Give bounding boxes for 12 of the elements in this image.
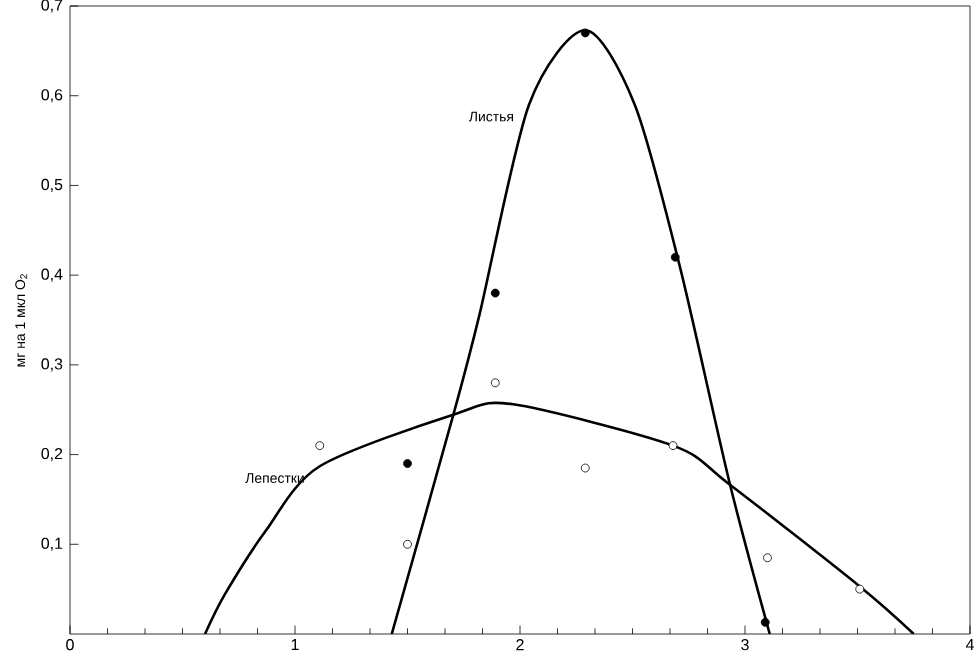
- point: [580, 463, 590, 473]
- point: [580, 28, 590, 38]
- point: [670, 252, 680, 262]
- point: [490, 288, 500, 298]
- point: [760, 617, 770, 627]
- point: [403, 539, 412, 549]
- point: [315, 441, 325, 450]
- point: [490, 378, 500, 388]
- point: [763, 553, 772, 563]
- point: [403, 459, 412, 468]
- point: [668, 441, 678, 450]
- point: [855, 584, 865, 594]
